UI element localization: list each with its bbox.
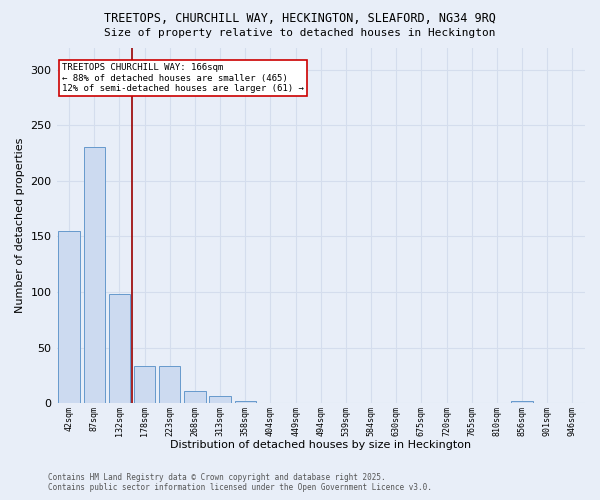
Text: TREETOPS CHURCHILL WAY: 166sqm
← 88% of detached houses are smaller (465)
12% of: TREETOPS CHURCHILL WAY: 166sqm ← 88% of … [62, 64, 304, 94]
Text: Contains HM Land Registry data © Crown copyright and database right 2025.
Contai: Contains HM Land Registry data © Crown c… [48, 473, 432, 492]
Bar [209, 396, 231, 403]
Bar [58, 231, 80, 403]
X-axis label: Distribution of detached houses by size in Heckington: Distribution of detached houses by size … [170, 440, 472, 450]
Text: Size of property relative to detached houses in Heckington: Size of property relative to detached ho… [104, 28, 496, 38]
Bar [235, 401, 256, 403]
Bar [511, 401, 533, 403]
Bar [109, 294, 130, 403]
Y-axis label: Number of detached properties: Number of detached properties [15, 138, 25, 313]
Bar [184, 391, 206, 403]
Bar [134, 366, 155, 403]
Text: TREETOPS, CHURCHILL WAY, HECKINGTON, SLEAFORD, NG34 9RQ: TREETOPS, CHURCHILL WAY, HECKINGTON, SLE… [104, 12, 496, 26]
Bar [159, 366, 181, 403]
Bar [83, 148, 105, 403]
